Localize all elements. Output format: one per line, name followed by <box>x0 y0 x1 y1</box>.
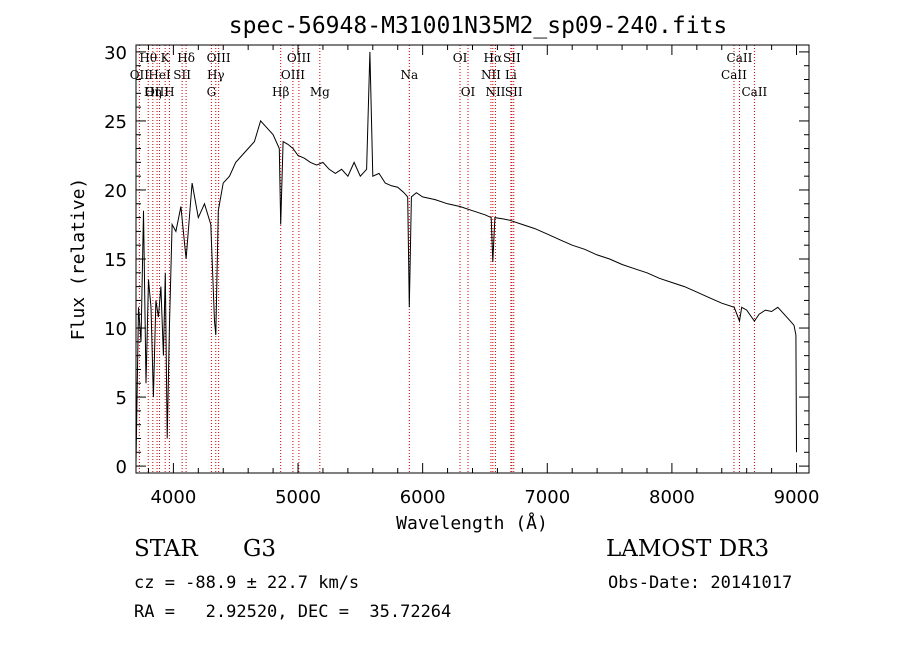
line-label: Hβ <box>272 85 289 99</box>
survey-name: LAMOST DR3 <box>606 536 770 562</box>
line-label: Hη <box>144 85 162 99</box>
observation-date: Obs-Date: 20141017 <box>608 573 793 593</box>
line-label: OI <box>453 51 468 65</box>
x-axis-label: Wavelength (Å) <box>396 512 548 534</box>
line-label: CaII <box>741 85 767 99</box>
y-tick-label: 30 <box>104 43 127 64</box>
y-tick-label: 0 <box>116 457 127 478</box>
y-axis-label: Flux (relative) <box>68 178 89 341</box>
y-tick-label: 10 <box>104 319 127 340</box>
line-label: Hδ <box>177 51 195 65</box>
line-label: Hθ <box>139 51 157 65</box>
object-class: STAR <box>134 536 198 562</box>
x-tick-label: 5000 <box>275 487 321 508</box>
line-label: SII <box>505 85 523 99</box>
line-label: NII <box>481 68 501 82</box>
chart-title: spec-56948-M31001N35M2_sp09-240.fits <box>229 13 728 39</box>
line-label: CaII <box>727 51 753 65</box>
line-label: OIII <box>281 68 305 82</box>
axis-ticks: 4000 5000 6000 7000 8000 9000 0 5 10 15 20 25 30 <box>104 43 819 508</box>
line-label: Hα <box>484 51 503 65</box>
x-tick-label: 7000 <box>524 487 570 508</box>
x-tick-label: 4000 <box>150 487 196 508</box>
line-label: OIII <box>145 85 169 99</box>
line-label: K <box>161 51 171 65</box>
emission-line-markers <box>138 45 755 473</box>
line-label: CaII <box>721 68 747 82</box>
x-tick-label: 9000 <box>774 487 820 508</box>
object-subclass: G3 <box>243 536 277 562</box>
line-label: Na <box>400 68 418 82</box>
plot-frame <box>135 44 810 474</box>
sky-coordinates: RA = 2.92520, DEC = 35.72264 <box>134 602 452 622</box>
x-tick-label: 6000 <box>400 487 446 508</box>
line-label: NII <box>485 85 505 99</box>
line-label: Hγ <box>207 68 225 82</box>
line-label: OII <box>130 68 150 82</box>
line-label: SII <box>503 51 521 65</box>
y-tick-label: 20 <box>104 181 127 202</box>
line-label: Mg <box>310 85 330 99</box>
x-tick-label: 8000 <box>649 487 695 508</box>
line-label: OI <box>461 85 476 99</box>
y-tick-label: 25 <box>104 112 127 133</box>
line-label: OIII <box>287 51 311 65</box>
line-label: HeI <box>148 68 171 82</box>
line-label: SII <box>173 68 191 82</box>
line-label: OIII <box>207 51 231 65</box>
line-label: H <box>164 85 174 99</box>
y-tick-label: 5 <box>116 388 127 409</box>
line-label: G <box>207 85 217 99</box>
redshift-velocity: cz = -88.9 ± 22.7 km/s <box>134 573 360 593</box>
spectrum-line <box>135 51 797 464</box>
y-tick-label: 15 <box>104 250 127 271</box>
line-label: Li <box>505 68 517 82</box>
